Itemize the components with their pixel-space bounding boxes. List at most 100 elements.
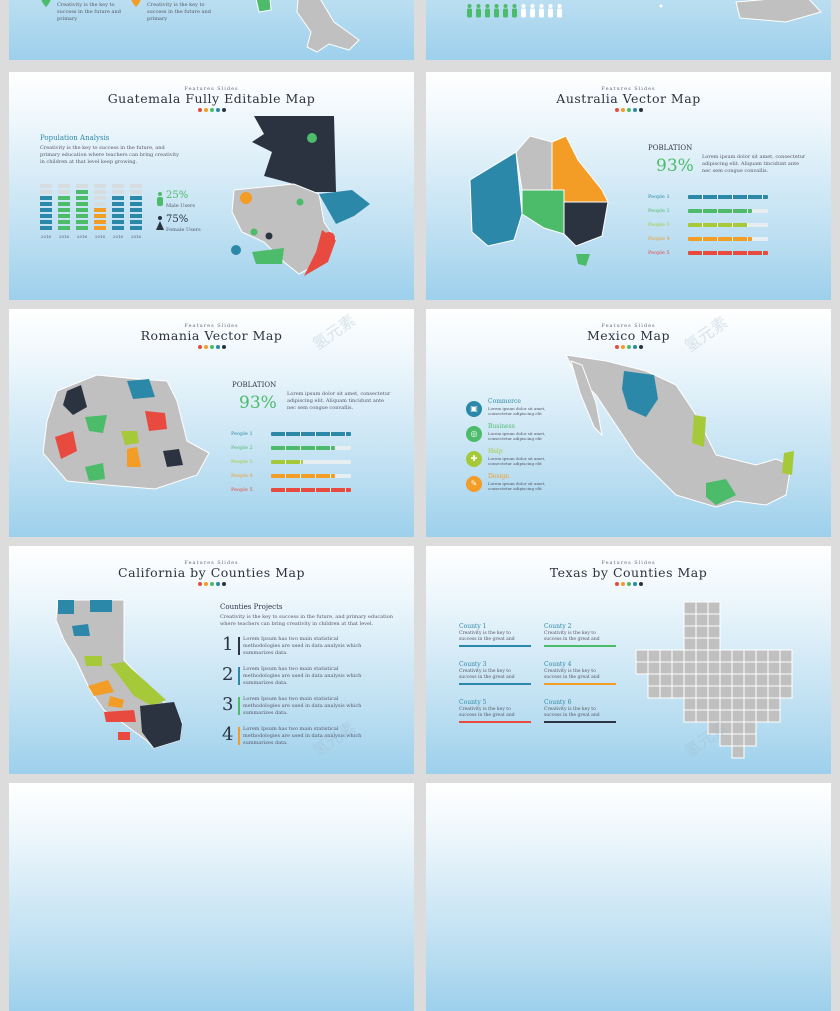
county-cell: [647, 673, 661, 687]
bar-segment: [76, 214, 88, 218]
county-cell: [707, 625, 721, 639]
county-cell: [731, 721, 745, 735]
step-number: 1: [222, 634, 234, 655]
legend-label: Commerce: [488, 398, 521, 405]
county-cell: [731, 697, 745, 711]
step-number: 2: [222, 664, 234, 685]
people-label: People 2: [648, 208, 670, 214]
texas-map: [635, 601, 793, 759]
male-label: Male Users: [166, 203, 195, 209]
australia-map: [469, 135, 609, 266]
slide-romania: Features Slides Romania Vector Map 氢元素 P…: [9, 309, 414, 537]
county-cell: [731, 709, 745, 723]
people-label: People 1: [231, 431, 253, 437]
county-cell: [647, 661, 661, 675]
top-left-text-1: Creativity is the key to success in the …: [57, 2, 121, 22]
color-dot: [620, 345, 625, 349]
county-cell: [671, 649, 685, 663]
slide-top-right: [426, 0, 831, 60]
color-dot: [209, 582, 214, 586]
person-icon: [485, 4, 490, 18]
county-cell: [707, 637, 721, 651]
population-label: POBLATION: [648, 144, 693, 152]
county-cell: [707, 649, 721, 663]
legend-label: Help: [488, 448, 503, 455]
color-dot: [632, 345, 637, 349]
progress-fill: [688, 237, 752, 241]
county-cell: [767, 685, 781, 699]
color-dot: [203, 582, 208, 586]
slide-kicker: Features Slides: [601, 86, 656, 92]
watermark: 氢元素: [680, 312, 731, 356]
bar-segment: [40, 196, 52, 200]
people-label: People 5: [648, 250, 670, 256]
slide-texas: Features Slides Texas by Counties Map Co…: [426, 546, 831, 774]
progress-fill: [271, 488, 351, 492]
color-dot: [626, 582, 631, 586]
bar-segment: [112, 196, 124, 200]
bar-segment: [112, 184, 124, 188]
county-cell: [683, 697, 697, 711]
color-dot: [221, 108, 226, 112]
person-icon: [521, 4, 526, 18]
progress-fill: [271, 432, 351, 436]
county-cell: [767, 709, 781, 723]
slide-california: Features Slides California by Counties M…: [9, 546, 414, 774]
county-cell: [767, 673, 781, 687]
people-label: People 2: [231, 445, 253, 451]
people-label: People 3: [231, 459, 253, 465]
bar-segment: [112, 208, 124, 212]
county-cell: [683, 625, 697, 639]
year-label: 2016: [41, 234, 52, 239]
county-cell: [635, 649, 649, 663]
county-cell: [683, 649, 697, 663]
county-underline: [459, 683, 531, 685]
section-heading: Counties Projects: [220, 603, 283, 611]
step-text: Lorem Ipsum has two main statistical met…: [243, 636, 362, 656]
county-cell: [683, 709, 697, 723]
progress-fill: [271, 460, 303, 464]
bar-segment: [112, 202, 124, 206]
county-cell: [695, 613, 709, 627]
bar-segment: [112, 190, 124, 194]
bar-segment: [40, 190, 52, 194]
people-label: People 3: [648, 222, 670, 228]
county-underline: [544, 683, 616, 685]
progress-track: [271, 460, 351, 464]
county-cell: [731, 745, 745, 759]
county-cell: [707, 697, 721, 711]
bar-segment: [40, 220, 52, 224]
population-label: POBLATION: [232, 381, 277, 389]
progress-fill: [688, 195, 768, 199]
color-dot: [203, 345, 208, 349]
county-cell: [695, 661, 709, 675]
county-cell: [707, 685, 721, 699]
county-cell: [647, 649, 661, 663]
bar-segment: [58, 202, 70, 206]
year-label: 2016: [59, 234, 70, 239]
county-name: County 6: [544, 699, 572, 706]
bar-segment: [76, 184, 88, 188]
county-cell: [719, 697, 733, 711]
bar-segment: [76, 202, 88, 206]
slide-kicker: Features Slides: [184, 86, 239, 92]
top-left-text-2: Creativity is the key to success in the …: [147, 2, 211, 22]
step-divider: [238, 667, 240, 685]
county-cell: [695, 697, 709, 711]
progress-fill: [688, 223, 748, 227]
county-cell: [719, 685, 733, 699]
pin-icon: [131, 0, 141, 7]
county-cell: [683, 673, 697, 687]
legend-text: Lorem ipsum dolor sit amet, consectetur …: [488, 481, 546, 491]
people-label: People 4: [648, 236, 670, 242]
county-text: Creativity is the key to success in the …: [544, 631, 600, 642]
county-cell: [695, 685, 709, 699]
female-icon: [156, 216, 164, 230]
bar-segment: [130, 208, 142, 212]
color-dot: [638, 108, 643, 112]
bar-segment: [112, 226, 124, 230]
slide-bottom-left: [9, 783, 414, 1011]
bar-segment: [94, 196, 106, 200]
bar-segment: [112, 214, 124, 218]
county-cell: [695, 673, 709, 687]
